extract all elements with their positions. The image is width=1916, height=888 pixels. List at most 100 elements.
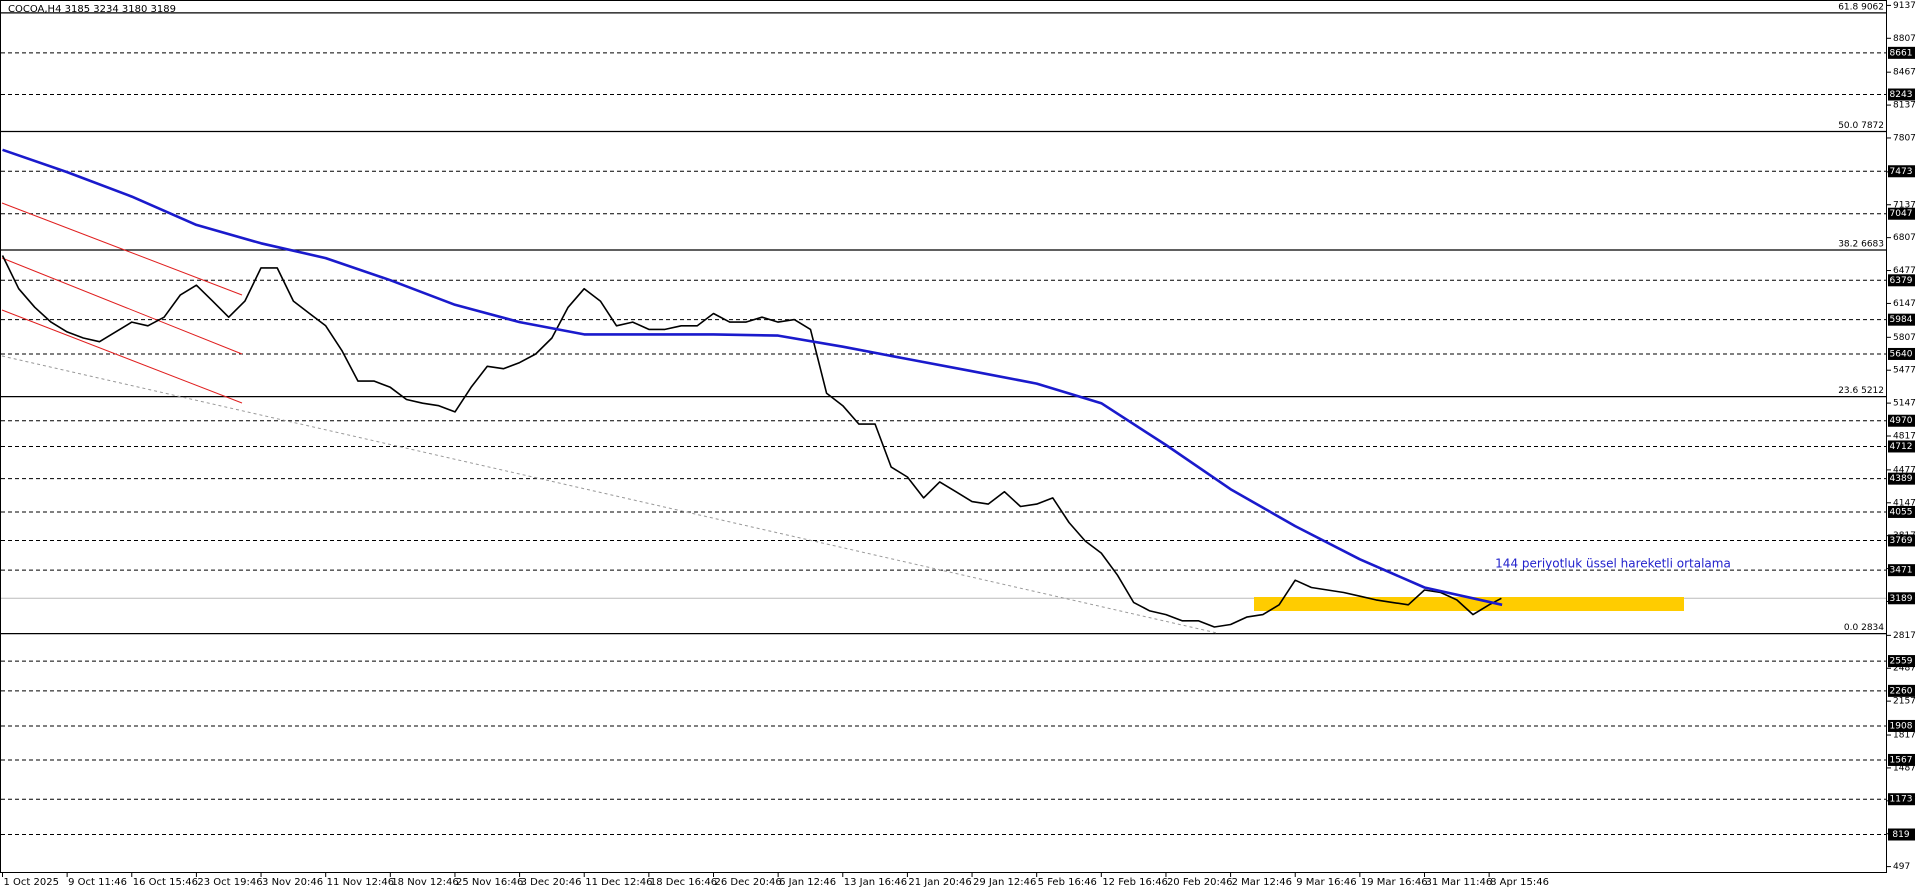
y-tick-label: 8807 (1893, 34, 1916, 44)
annotation: 144 periyotluk üssel hareketli ortalama (1495, 557, 1731, 571)
last-price-box (1888, 592, 1915, 605)
level-label: 4389 (1890, 474, 1913, 484)
level-label-box (1888, 793, 1915, 806)
level-label: 8243 (1890, 90, 1913, 100)
level-label-box (1888, 684, 1915, 697)
level-label-box (1888, 46, 1915, 59)
y-tick-label: 4817 (1893, 432, 1916, 442)
x-tick-label: 16 Oct 15:46 (133, 877, 198, 888)
level-label-box (1888, 505, 1915, 518)
level-label-box (1888, 564, 1915, 577)
x-tick-label: 18 Nov 12:46 (391, 877, 458, 888)
level-label-box (1888, 414, 1915, 427)
x-tick-label: 20 Feb 20:46 (1167, 877, 1233, 888)
fib-label: 50.0 7872 (1838, 121, 1884, 131)
y-tick-label: 1487 (1893, 763, 1916, 773)
level-label: 1567 (1890, 755, 1913, 765)
y-tick-label: 2157 (1893, 697, 1916, 707)
level-label-box (1888, 313, 1915, 326)
x-tick-label: 8 Apr 15:46 (1490, 877, 1549, 888)
ema-line (2, 148, 1503, 607)
y-tick-label: 6807 (1893, 233, 1916, 243)
fib-label: 61.8 9062 (1838, 2, 1884, 12)
y-tick-label: 6477 (1893, 266, 1916, 276)
y-tick-label: 6147 (1893, 299, 1916, 309)
level-label-box (1888, 753, 1915, 766)
level-label: 3471 (1890, 566, 1913, 576)
x-tick-label: 3 Nov 20:46 (262, 877, 323, 888)
level-label-box (1888, 165, 1915, 178)
channel-line (1, 202, 243, 296)
x-tick-label: 11 Nov 12:46 (327, 877, 394, 888)
fib-label: 0.0 2834 (1844, 623, 1884, 633)
chart-title: COCOA,H4 3185 3234 3180 3189 (8, 4, 176, 15)
level-label: 2260 (1890, 686, 1913, 696)
y-tick-label: 5807 (1893, 333, 1916, 343)
x-tick-label: 21 Jan 20:46 (908, 877, 971, 888)
level-label: 6379 (1890, 276, 1913, 286)
x-tick-label: 9 Oct 11:46 (68, 877, 127, 888)
x-tick-label: 3 Dec 20:46 (521, 877, 582, 888)
y-tick-label: 5477 (1893, 366, 1916, 376)
x-tick-label: 18 Dec 16:46 (650, 877, 717, 888)
level-label: 4055 (1890, 507, 1913, 517)
level-label-box (1888, 207, 1915, 220)
y-tick-label: 8137 (1893, 101, 1916, 111)
y-tick-label: 5147 (1893, 399, 1916, 409)
channel-line (1, 257, 243, 355)
x-tick-label: 11 Dec 12:46 (585, 877, 652, 888)
x-tick-label: 25 Nov 16:46 (456, 877, 523, 888)
y-tick-label: 7137 (1893, 200, 1916, 210)
x-tick-label: 26 Dec 20:46 (714, 877, 781, 888)
x-tick-label: 12 Feb 16:46 (1102, 877, 1168, 888)
x-tick-label: 31 Mar 11:46 (1425, 877, 1492, 888)
trend-line (1, 355, 1218, 634)
level-label: 8661 (1890, 48, 1913, 58)
y-tick-label: 2817 (1893, 631, 1916, 641)
level-label: 5984 (1890, 315, 1913, 325)
level-label-box (1888, 719, 1915, 732)
y-tick-label: 497 (1893, 862, 1910, 872)
last-price-label: 3189 (1890, 594, 1913, 604)
level-label: 5640 (1890, 349, 1913, 359)
x-tick-label: 19 Mar 16:46 (1361, 877, 1428, 888)
y-tick-label: 1817 (1893, 731, 1916, 741)
level-label-box (1888, 274, 1915, 287)
level-label: 1908 (1890, 721, 1913, 731)
level-label-box (1888, 347, 1915, 360)
level-label-box (1888, 88, 1915, 101)
plot-frame (0, 0, 1887, 873)
y-tick-label: 7807 (1893, 133, 1916, 143)
y-tick-label: 8467 (1893, 68, 1916, 78)
fib-label: 23.6 5212 (1838, 386, 1884, 396)
x-tick-label: 9 Mar 16:46 (1296, 877, 1356, 888)
level-label: 819 (1892, 830, 1909, 840)
channel-line (1, 309, 243, 404)
level-label-box (1888, 655, 1915, 668)
x-tick-label: 5 Feb 16:46 (1038, 877, 1097, 888)
level-label: 3769 (1890, 536, 1913, 546)
x-tick-label: 6 Jan 12:46 (779, 877, 836, 888)
y-tick-label: 2487 (1893, 664, 1916, 674)
x-tick-label: 29 Jan 12:46 (973, 877, 1036, 888)
level-label: 4970 (1890, 416, 1913, 426)
x-tick-label: 13 Jan 16:46 (844, 877, 907, 888)
x-tick-label: 2 Mar 12:46 (1232, 877, 1292, 888)
y-tick-label: 9137 (1893, 1, 1916, 11)
price-line (1, 255, 1502, 628)
level-label: 4712 (1890, 442, 1913, 452)
y-tick-label: 4477 (1893, 465, 1916, 475)
level-label-box (1888, 534, 1915, 547)
level-label: 1173 (1890, 795, 1913, 805)
level-label-box (1888, 440, 1915, 453)
resistance-zone (1254, 597, 1684, 611)
fib-label: 38.2 6683 (1838, 240, 1884, 250)
level-label: 2559 (1890, 657, 1913, 667)
x-tick-label: 23 Oct 19:46 (197, 877, 262, 888)
x-tick-label: 1 Oct 2025 (4, 877, 59, 888)
level-label-box (1888, 472, 1915, 485)
level-label-box (1888, 828, 1915, 841)
level-label: 7473 (1890, 167, 1913, 177)
y-tick-label: 4147 (1893, 498, 1916, 508)
